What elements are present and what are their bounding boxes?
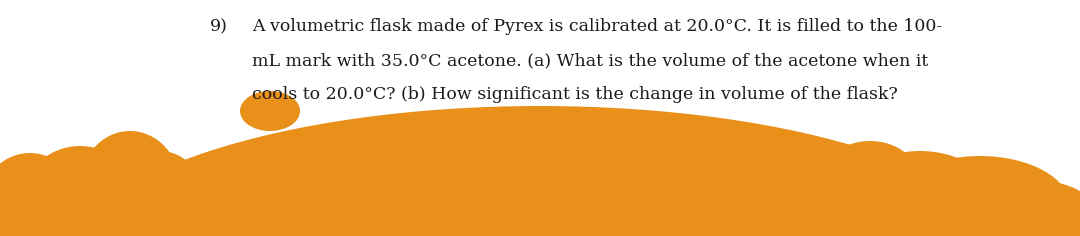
Ellipse shape bbox=[0, 191, 125, 236]
Text: A volumetric flask made of Pyrex is calibrated at 20.0°C. It is filled to the 10: A volumetric flask made of Pyrex is cali… bbox=[252, 18, 942, 35]
Ellipse shape bbox=[890, 156, 1070, 236]
Text: 9): 9) bbox=[210, 18, 228, 35]
Ellipse shape bbox=[1010, 201, 1080, 236]
Text: mL mark with 35.0°C acetone. (a) What is the volume of the acetone when it: mL mark with 35.0°C acetone. (a) What is… bbox=[252, 52, 928, 69]
Ellipse shape bbox=[0, 206, 50, 236]
Ellipse shape bbox=[114, 151, 205, 236]
Ellipse shape bbox=[80, 131, 180, 236]
Ellipse shape bbox=[240, 91, 300, 131]
Ellipse shape bbox=[980, 181, 1080, 236]
Ellipse shape bbox=[0, 153, 85, 236]
Ellipse shape bbox=[820, 141, 920, 221]
Text: cools to 20.0°C? (b) How significant is the change in volume of the flask?: cools to 20.0°C? (b) How significant is … bbox=[252, 86, 897, 103]
Ellipse shape bbox=[21, 146, 140, 236]
Ellipse shape bbox=[65, 106, 1015, 236]
Ellipse shape bbox=[850, 151, 990, 236]
